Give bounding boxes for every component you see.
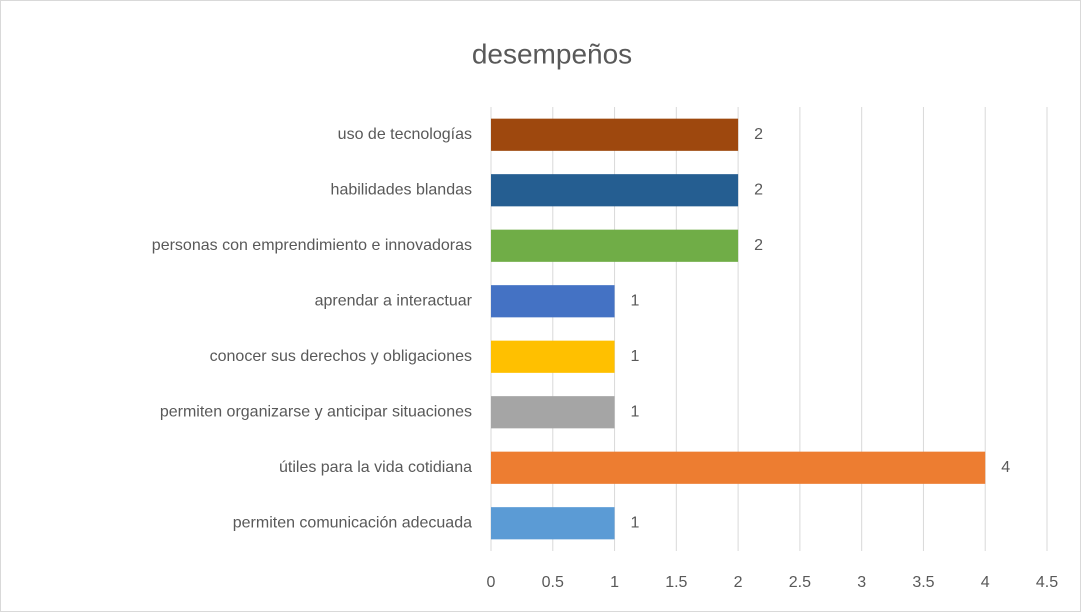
- data-label: 1: [631, 292, 640, 309]
- x-tick-label: 1: [610, 574, 619, 591]
- data-label: 2: [754, 126, 763, 143]
- chart-title: desempeños: [472, 38, 632, 69]
- bar: [491, 229, 739, 262]
- bar: [491, 285, 615, 318]
- bar: [491, 174, 739, 207]
- x-tick-label: 0.5: [542, 574, 564, 591]
- y-tick-label: personas con emprendimiento e innovadora…: [152, 237, 472, 254]
- x-tick-label: 0: [487, 574, 496, 591]
- y-tick-label: uso de tecnologías: [338, 126, 472, 143]
- data-label: 2: [754, 237, 763, 254]
- x-tick-label: 1.5: [665, 574, 687, 591]
- bar: [491, 118, 739, 151]
- data-label: 2: [754, 181, 763, 198]
- x-tick-label: 2.5: [789, 574, 811, 591]
- x-tick-label: 2: [734, 574, 743, 591]
- data-label: 1: [631, 514, 640, 531]
- data-label: 4: [1001, 459, 1010, 476]
- y-tick-label: útiles para la vida cotidiana: [279, 459, 472, 476]
- bar: [491, 451, 986, 484]
- bar: [491, 507, 615, 540]
- bar: [491, 396, 615, 429]
- y-tick-label: habilidades blandas: [331, 181, 472, 198]
- data-label: 1: [631, 348, 640, 365]
- y-tick-label: permiten comunicación adecuada: [233, 514, 472, 531]
- y-tick-label: conocer sus derechos y obligaciones: [210, 348, 472, 365]
- bar: [491, 340, 615, 373]
- x-tick-label: 4: [981, 574, 990, 591]
- x-tick-label: 4.5: [1036, 574, 1058, 591]
- y-tick-label: permiten organizarse y anticipar situaci…: [160, 403, 472, 420]
- data-label: 1: [631, 403, 640, 420]
- y-tick-label: aprendar a interactuar: [315, 292, 473, 309]
- x-tick-label: 3: [857, 574, 866, 591]
- x-tick-label: 3.5: [912, 574, 934, 591]
